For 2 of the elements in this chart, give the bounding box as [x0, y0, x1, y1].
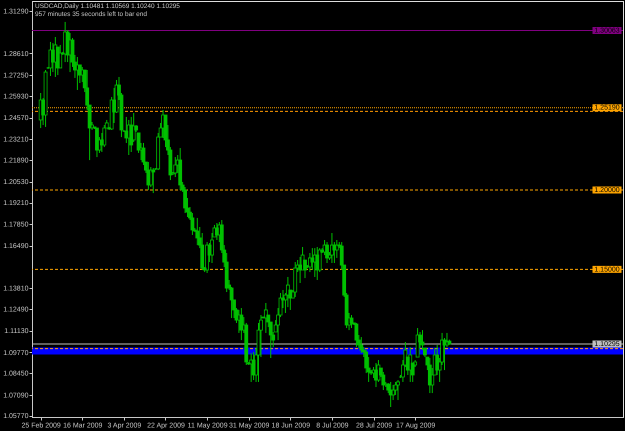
candlestick: [359, 336, 364, 354]
candlestick: [396, 380, 400, 401]
